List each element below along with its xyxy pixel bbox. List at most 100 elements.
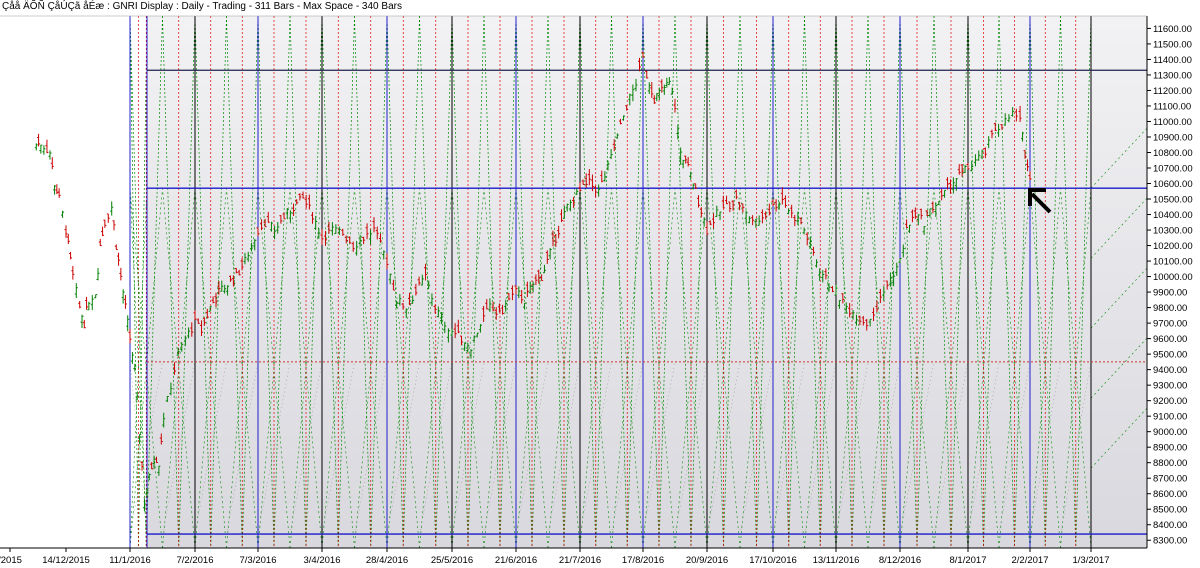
fan-line [499, 15, 517, 549]
x-tick-label: 7/2/2016 [177, 555, 214, 566]
fan-line [337, 15, 355, 549]
x-tick-label: 17/10/2016 [749, 555, 797, 566]
fan-line [451, 15, 469, 549]
fan-line [1014, 15, 1031, 549]
fan-line [1090, 267, 1148, 329]
x-tick-label: 28/4/2016 [366, 555, 408, 566]
fan-line [305, 15, 323, 549]
y-tick-label: 9700.00 [1153, 319, 1187, 330]
fan-line [129, 15, 139, 549]
fan-line [289, 15, 307, 549]
x-tick-label: 21/7/2016 [559, 555, 601, 566]
fan-line [658, 15, 676, 549]
fan-line [690, 15, 708, 549]
fan-line [1090, 197, 1148, 259]
y-tick-label: 11500.00 [1153, 39, 1192, 50]
chart-title: Çåå ÄÕÑ ÇåÚÇã åÉæ : GNRI Display : Daily… [2, 1, 402, 12]
fan-line [563, 15, 581, 549]
y-tick-label: 11100.00 [1153, 101, 1191, 112]
y-tick-label: 8600.00 [1153, 489, 1187, 500]
x-tick-label: 21/6/2016 [495, 555, 537, 566]
y-tick-label: 9800.00 [1153, 303, 1187, 314]
fan-line [194, 15, 212, 549]
fan-line [547, 15, 565, 549]
x-tick-label: 2/2/2017 [1012, 555, 1049, 566]
fan-line [162, 15, 180, 549]
y-tick-label: 10700.00 [1153, 164, 1193, 175]
x-tick-label: /2015 [0, 555, 22, 566]
y-tick-label: 9100.00 [1153, 412, 1187, 423]
y-tick-label: 9000.00 [1153, 427, 1187, 438]
fan-line [595, 15, 612, 549]
y-tick-label: 10200.00 [1153, 241, 1193, 252]
fan-line [1090, 127, 1148, 189]
x-tick-label: 8/1/2017 [950, 555, 987, 566]
fan-line [772, 15, 790, 549]
x-tick-label: 1/3/2017 [1073, 555, 1110, 566]
y-tick-label: 8700.00 [1153, 474, 1187, 485]
y-tick-label: 10600.00 [1153, 179, 1193, 190]
fan-line [419, 15, 437, 549]
fan-line [756, 15, 774, 549]
fan-line [370, 15, 388, 549]
fan-line [257, 15, 275, 549]
y-tick-label: 9900.00 [1153, 288, 1187, 299]
fan-line [145, 15, 163, 549]
fan-line [1060, 15, 1077, 549]
fan-line [950, 15, 969, 549]
fan-line [626, 15, 644, 549]
fan-line [788, 15, 805, 549]
fan-line [883, 15, 901, 549]
fan-line [354, 15, 372, 549]
fan-line [706, 15, 724, 549]
y-tick-label: 9600.00 [1153, 334, 1187, 345]
fan-line [210, 15, 227, 549]
y-tick-label: 11200.00 [1153, 86, 1192, 97]
y-tick-label: 11400.00 [1153, 55, 1192, 66]
x-tick-label: 7/3/2016 [240, 555, 277, 566]
fan-line [611, 15, 628, 549]
y-tick-label: 8500.00 [1153, 505, 1187, 516]
y-tick-label: 9500.00 [1153, 350, 1187, 361]
y-tick-label: 10400.00 [1153, 210, 1193, 221]
fan-line [241, 15, 259, 549]
fan-line [1075, 15, 1092, 549]
fan-line [273, 15, 291, 549]
fan-line [1090, 337, 1148, 399]
fan-line [386, 15, 404, 549]
annotation-arrow-head [1028, 188, 1046, 206]
fan-line [933, 15, 952, 549]
fan-line [129, 15, 147, 549]
fan-line [916, 15, 935, 549]
fan-line [531, 15, 549, 549]
x-tick-label: 8/12/2016 [879, 555, 921, 566]
y-tick-label: 10000.00 [1153, 272, 1193, 283]
x-tick-label: 17/8/2016 [622, 555, 664, 566]
y-tick-label: 9400.00 [1153, 365, 1187, 376]
fan-line [804, 15, 821, 549]
y-tick-label: 8800.00 [1153, 458, 1187, 469]
y-tick-label: 11000.00 [1153, 117, 1192, 128]
fan-line [674, 15, 692, 549]
fan-line [579, 15, 597, 549]
fan-line [1029, 15, 1046, 549]
fan-line [867, 15, 885, 549]
cycle-panel-background [147, 16, 1147, 548]
fan-line [178, 15, 196, 549]
y-tick-label: 9200.00 [1153, 396, 1187, 407]
fan-line [998, 15, 1015, 549]
x-tick-label: 13/11/2016 [813, 555, 860, 566]
fan-line [1044, 15, 1061, 549]
y-tick-label: 10500.00 [1153, 195, 1193, 206]
y-tick-label: 9300.00 [1153, 381, 1187, 392]
x-tick-label: 3/4/2016 [304, 555, 341, 566]
y-tick-label: 8400.00 [1153, 520, 1187, 531]
y-tick-label: 10800.00 [1153, 148, 1193, 159]
y-tick-label: 8900.00 [1153, 443, 1187, 454]
y-tick-label: 10900.00 [1153, 132, 1193, 143]
fan-line [967, 15, 984, 549]
fan-line [1090, 407, 1148, 469]
fan-line [467, 15, 485, 549]
